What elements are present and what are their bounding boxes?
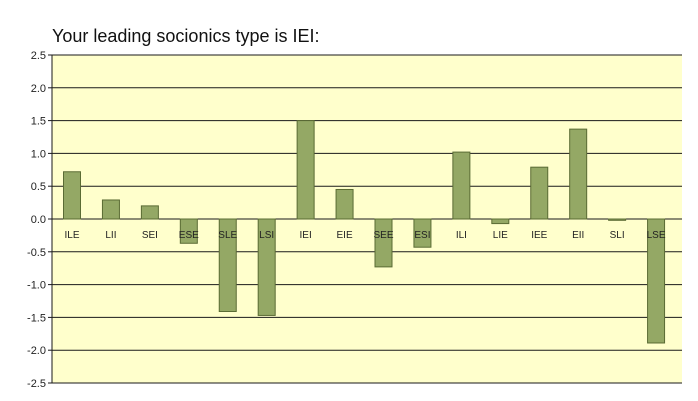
bar-sli	[608, 218, 627, 221]
bar-see	[374, 218, 393, 268]
y-tick-label: 0.0	[31, 214, 46, 226]
x-category-label: IEE	[531, 230, 547, 241]
x-category-label: LSI	[259, 230, 274, 241]
x-category-label: ESE	[179, 230, 199, 241]
x-category-label: ILI	[456, 230, 467, 241]
x-axis-labels: ILE LII SEI ESE SLE LSI IEI EIE SEE ESI ILI LIE IEE E…	[64, 230, 665, 241]
x-category-label: SLI	[610, 230, 625, 241]
y-tick-label: 0.5	[31, 181, 46, 193]
bar-lse	[647, 218, 666, 344]
x-category-label: SEE	[373, 230, 393, 241]
y-tick-label: 2.0	[31, 83, 46, 95]
x-category-label: ESI	[414, 230, 430, 241]
x-category-label: IEI	[300, 230, 312, 241]
bar-ese	[179, 218, 198, 244]
x-category-label: LSE	[647, 230, 666, 241]
bar-lsi	[257, 218, 276, 316]
bar-eii	[569, 128, 588, 220]
bars	[63, 120, 666, 344]
bar-sle	[218, 218, 237, 312]
bar-esi	[413, 218, 432, 248]
x-category-label: EII	[572, 230, 584, 241]
bar-lii	[101, 199, 120, 220]
bar-sei	[140, 205, 159, 220]
bar-ile	[63, 171, 81, 220]
y-tick-label: -2.5	[27, 378, 46, 390]
bar-ili	[452, 151, 471, 220]
y-axis-ticks: 2.5 2.0 1.5 1.0 0.5 0.0 -0.5 -1.0 -1.5 -2.0 -2.5	[27, 50, 52, 390]
x-category-label: EIE	[337, 230, 353, 241]
y-tick-label: -1.5	[27, 312, 46, 324]
bar-lie	[491, 218, 510, 225]
x-category-label: ILE	[64, 230, 79, 241]
x-category-label: SLE	[218, 230, 237, 241]
y-tick-label: -1.0	[27, 280, 46, 292]
bar-iee	[530, 166, 549, 220]
chart-title: Your leading socionics type is IEI:	[52, 26, 320, 46]
bar-eie	[335, 188, 354, 220]
y-tick-label: 1.5	[31, 116, 46, 128]
y-tick-label: -2.0	[27, 345, 46, 357]
x-category-label: LII	[105, 230, 116, 241]
bar-iei	[296, 120, 315, 220]
y-tick-label: 1.0	[31, 148, 46, 160]
y-tick-label: -0.5	[27, 247, 46, 259]
x-category-label: LIE	[493, 230, 508, 241]
y-tick-label: 2.5	[31, 50, 46, 62]
x-category-label: SEI	[142, 230, 158, 241]
